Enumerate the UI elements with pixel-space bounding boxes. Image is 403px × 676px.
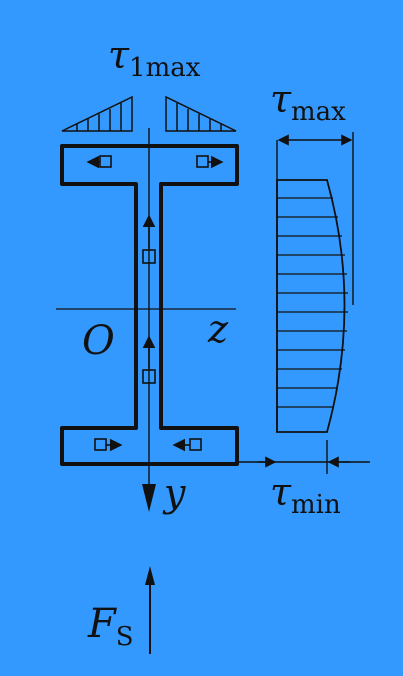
tau-min-dimension bbox=[237, 440, 370, 474]
flange-shear-triangle-left bbox=[61, 95, 133, 132]
z-axis-label: z bbox=[207, 307, 229, 351]
flange-shear-element-bottom-left bbox=[94, 438, 123, 452]
web-shear-distribution bbox=[276, 140, 348, 433]
web-shear-element-lower bbox=[142, 335, 156, 384]
flange-shear-element-bottom-right bbox=[172, 438, 202, 452]
shear-force-label: FS bbox=[87, 601, 134, 652]
i-beam-section bbox=[60, 144, 239, 466]
origin-label: O bbox=[82, 318, 115, 364]
tau-min-label: τmin bbox=[270, 470, 341, 520]
flange-shear-element-top-left bbox=[86, 155, 112, 169]
tau-max-dimension bbox=[277, 132, 354, 305]
flange-shear-triangle-right bbox=[165, 95, 237, 132]
tau-1max-label: τ1max bbox=[108, 33, 201, 83]
web-shear-element-upper bbox=[142, 214, 156, 264]
tau-max-label: τmax bbox=[270, 77, 346, 127]
shear-force-arrow bbox=[145, 566, 155, 654]
flange-shear-element-top-right bbox=[196, 155, 224, 169]
y-axis-arrowhead bbox=[142, 484, 156, 512]
y-axis-label: y bbox=[162, 471, 186, 515]
